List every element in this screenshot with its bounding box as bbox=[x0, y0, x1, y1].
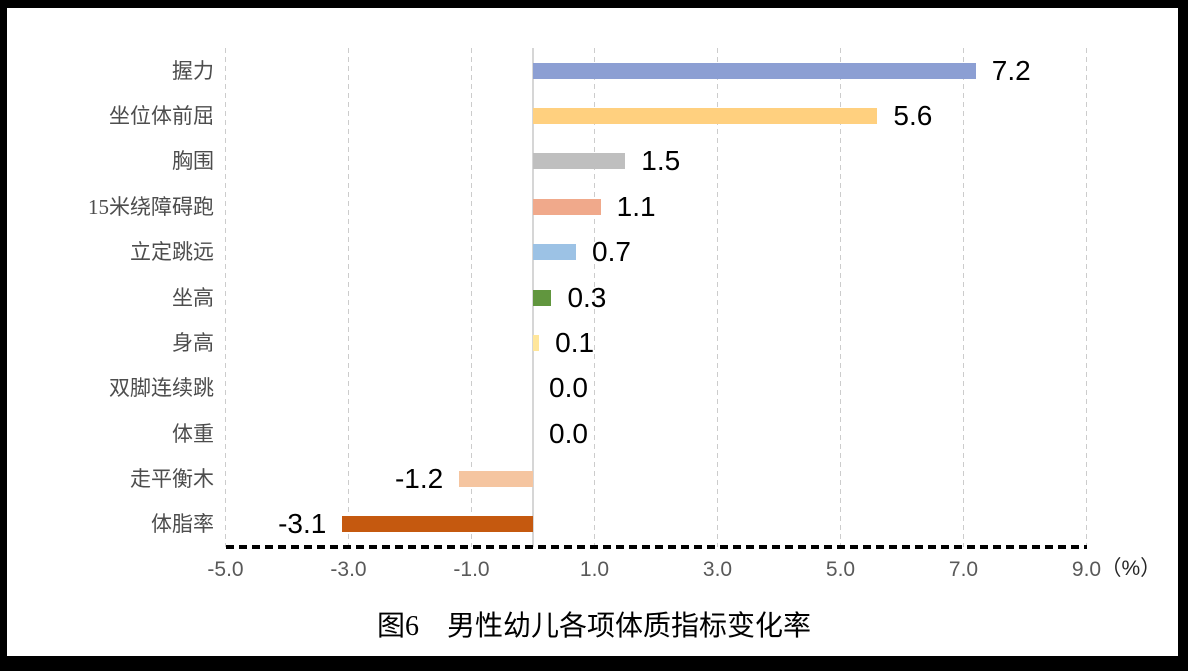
value-label: -1.2 bbox=[394, 462, 444, 494]
value-label: 1.1 bbox=[616, 190, 656, 222]
chart-bar bbox=[533, 198, 601, 215]
gridline bbox=[963, 48, 964, 547]
x-axis-unit-label: （%） bbox=[1100, 557, 1162, 580]
value-label: 0.3 bbox=[567, 281, 607, 313]
category-label: 体脂率 bbox=[151, 512, 214, 537]
gridline bbox=[1086, 48, 1087, 547]
value-label: -3.1 bbox=[278, 508, 327, 540]
gridline bbox=[348, 48, 349, 547]
x-tick-label: 3.0 bbox=[702, 558, 733, 581]
value-label: 0.0 bbox=[549, 372, 588, 404]
x-tick-label: 5.0 bbox=[825, 558, 856, 581]
value-label: 0.0 bbox=[549, 417, 588, 449]
category-label: 走平衡木 bbox=[130, 466, 214, 491]
figure-caption: 图6 男性幼儿各项体质指标变化率 bbox=[376, 611, 811, 642]
chart-bar bbox=[459, 470, 533, 487]
gridline bbox=[840, 48, 841, 547]
category-label: 握力 bbox=[172, 58, 214, 83]
gridline bbox=[594, 48, 595, 547]
chart-bar bbox=[533, 108, 878, 125]
x-tick-label: 1.0 bbox=[579, 558, 610, 581]
category-label: 胸围 bbox=[172, 149, 214, 174]
category-label: 身高 bbox=[172, 330, 214, 355]
x-tick-label: 9.0 bbox=[1071, 558, 1102, 581]
x-tick-label: -3.0 bbox=[330, 558, 367, 581]
value-label: 5.6 bbox=[893, 100, 933, 132]
chart-bar bbox=[533, 62, 976, 79]
category-label: 立定跳远 bbox=[130, 240, 214, 265]
x-tick-label: 7.0 bbox=[948, 558, 979, 581]
category-label: 15米绕障碍跑 bbox=[88, 194, 214, 219]
category-label: 体重 bbox=[172, 421, 214, 446]
chart-bar bbox=[533, 289, 552, 306]
value-label: 7.2 bbox=[991, 54, 1031, 86]
chart-bar bbox=[533, 244, 577, 261]
category-label: 双脚连续跳 bbox=[109, 376, 214, 401]
x-tick-label: -5.0 bbox=[207, 558, 244, 581]
gridline bbox=[225, 48, 226, 547]
value-label: 1.5 bbox=[641, 145, 681, 177]
category-label: 坐高 bbox=[172, 285, 214, 310]
gridline bbox=[471, 48, 472, 547]
x-axis-baseline bbox=[225, 545, 1087, 549]
x-tick-label: -1.0 bbox=[453, 558, 490, 581]
chart-bar bbox=[533, 153, 626, 170]
value-label: 0.7 bbox=[592, 236, 631, 268]
category-label: 坐位体前屈 bbox=[109, 104, 214, 129]
value-label: 0.1 bbox=[555, 326, 595, 358]
gridline bbox=[717, 48, 718, 547]
chart-bar bbox=[533, 334, 540, 351]
chart-bar bbox=[342, 516, 533, 533]
